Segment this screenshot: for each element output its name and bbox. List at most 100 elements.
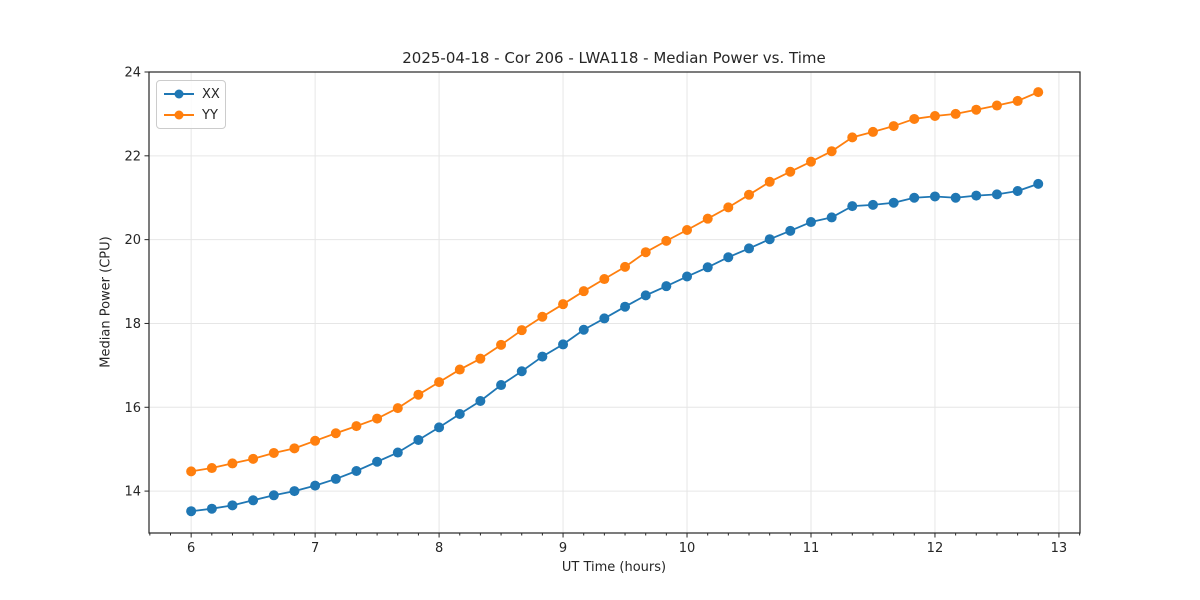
data-point (537, 351, 548, 362)
x-tick-label: 12 (927, 541, 944, 556)
data-point (744, 189, 755, 200)
data-point (206, 463, 217, 474)
data-point (475, 395, 486, 406)
x-tick-label: 8 (435, 541, 443, 556)
data-point (351, 421, 362, 432)
data-point (950, 108, 961, 119)
chart-title: 2025-04-18 - Cor 206 - LWA118 - Median P… (402, 49, 826, 67)
data-point (723, 202, 734, 213)
data-point (372, 413, 383, 424)
data-point (330, 473, 341, 484)
data-point (454, 364, 465, 375)
data-point (268, 490, 279, 501)
data-point (496, 339, 507, 350)
data-point (661, 281, 672, 292)
data-point (620, 301, 631, 312)
x-tick-label: 11 (803, 541, 820, 556)
data-point (289, 443, 300, 454)
legend-dot-icon (174, 110, 184, 120)
y-axis-label: Median Power (CPU) (98, 236, 114, 368)
legend-entry-XX: XX (164, 86, 220, 102)
x-tick-label: 10 (679, 541, 696, 556)
data-point (413, 389, 424, 400)
data-point (702, 213, 713, 224)
plot-border (148, 71, 1081, 534)
data-point (826, 212, 837, 223)
data-point (310, 480, 321, 491)
data-point (454, 408, 465, 419)
series-XX (186, 178, 1044, 517)
data-point (991, 100, 1002, 111)
y-tick-label: 20 (124, 233, 141, 248)
x-tick-label: 9 (559, 541, 567, 556)
legend: XX YY (156, 80, 226, 129)
y-tick-label: 24 (124, 66, 141, 81)
data-point (578, 324, 589, 335)
data-point (599, 313, 610, 324)
x-tick-label: 13 (1051, 541, 1068, 556)
data-point (413, 434, 424, 445)
data-point (888, 121, 899, 132)
legend-line-marker-icon (164, 89, 194, 99)
data-point (475, 353, 486, 364)
data-point (640, 290, 651, 301)
data-point (351, 465, 362, 476)
data-point (805, 156, 816, 167)
data-point (640, 247, 651, 258)
data-point (392, 447, 403, 458)
data-point (805, 217, 816, 228)
data-point (434, 377, 445, 388)
data-point (496, 380, 507, 391)
data-point (867, 199, 878, 210)
data-point (847, 201, 858, 212)
data-point (558, 299, 569, 310)
data-point (847, 132, 858, 143)
data-point (310, 435, 321, 446)
data-point (826, 146, 837, 157)
data-point (867, 126, 878, 137)
data-point (764, 176, 775, 187)
data-point (764, 234, 775, 245)
data-point (578, 286, 589, 297)
data-point (558, 339, 569, 350)
data-point (929, 111, 940, 122)
x-tick-label: 6 (187, 541, 195, 556)
x-tick-label: 7 (311, 541, 319, 556)
data-point (744, 243, 755, 254)
series-line (191, 91, 1039, 473)
data-point (392, 403, 403, 414)
data-point (227, 458, 238, 469)
x-axis-label: UT Time (hours) (561, 560, 667, 575)
legend-dot-icon (174, 89, 184, 99)
series-line (191, 183, 1039, 513)
data-point (909, 113, 920, 124)
y-tick-label: 14 (124, 485, 141, 500)
axis-ticks (144, 71, 1081, 538)
data-point (434, 422, 445, 433)
data-point (1033, 87, 1044, 98)
data-point (702, 262, 713, 273)
data-point (268, 447, 279, 458)
data-point (950, 192, 961, 203)
legend-entry-YY: YY (164, 107, 218, 123)
data-point (186, 466, 197, 477)
data-point (248, 495, 259, 506)
legend-label: YY (202, 107, 218, 123)
data-point (372, 456, 383, 467)
legend-line-marker-icon (164, 110, 194, 120)
series-YY (186, 87, 1044, 477)
legend-label: XX (202, 86, 220, 102)
data-point (516, 366, 527, 377)
y-tick-label: 22 (124, 149, 141, 164)
data-point (537, 311, 548, 322)
data-point (1012, 186, 1023, 197)
data-point (1033, 178, 1044, 189)
data-point (661, 235, 672, 246)
data-point (888, 197, 899, 208)
data-point (785, 166, 796, 177)
data-point (206, 503, 217, 514)
data-point (248, 453, 259, 464)
y-tick-label: 16 (124, 401, 141, 416)
